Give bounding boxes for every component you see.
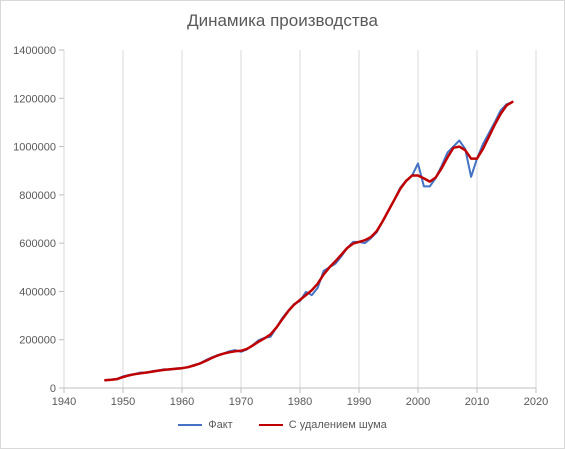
chart-title: Динамика производства xyxy=(187,11,378,30)
x-tick-label: 2010 xyxy=(465,396,489,408)
legend-swatch-smoothed xyxy=(258,424,283,426)
x-tick-label: 1980 xyxy=(288,396,312,408)
y-tick-label: 800000 xyxy=(19,190,56,202)
y-tick-label: 0 xyxy=(50,383,56,395)
x-tick-label: 2020 xyxy=(524,396,548,408)
y-tick-label: 400000 xyxy=(19,286,56,298)
legend-item-smoothed[interactable]: С удалением шума xyxy=(258,419,387,431)
x-tick-label: 1950 xyxy=(111,396,135,408)
y-tick-label: 1400000 xyxy=(13,45,56,57)
x-tick-label: 1970 xyxy=(229,396,253,408)
y-tick-label: 600000 xyxy=(19,238,56,250)
y-tick-label: 200000 xyxy=(19,335,56,347)
legend-item-fact[interactable]: Факт xyxy=(178,419,233,431)
x-tick-label: 1990 xyxy=(347,396,371,408)
series-line-fact xyxy=(104,100,514,381)
legend-swatch-fact xyxy=(178,424,203,426)
y-tick-label: 1200000 xyxy=(13,93,56,105)
y-tick-label: 1000000 xyxy=(13,142,56,154)
x-tick-label: 1960 xyxy=(170,396,194,408)
x-tick-label: 1940 xyxy=(52,396,76,408)
series-line-smoothed xyxy=(104,100,514,382)
x-tick-label: 2000 xyxy=(406,396,430,408)
legend-label-fact: Факт xyxy=(208,419,233,431)
legend-label-smoothed: С удалением шума xyxy=(288,419,387,431)
chart-legend: Факт С удалением шума xyxy=(1,419,564,431)
